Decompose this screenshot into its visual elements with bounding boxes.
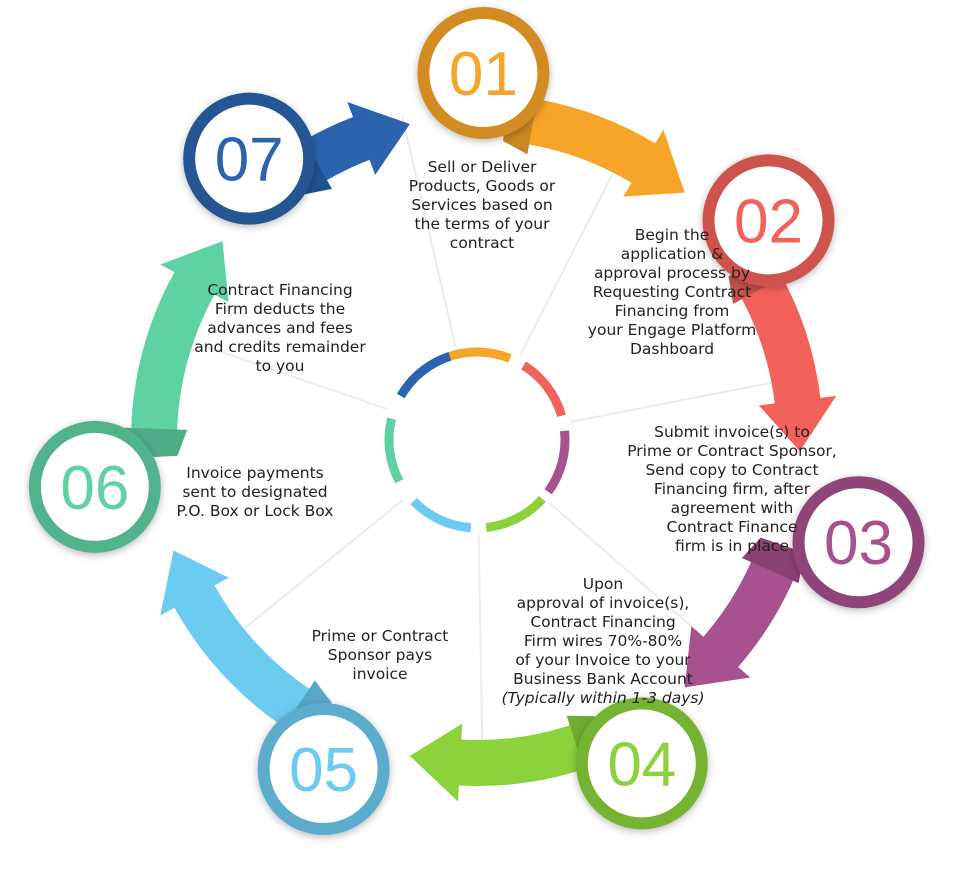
ring-segment-04 (485, 495, 546, 532)
ring-segment-06 (384, 417, 404, 484)
step-badge-02: 02 (702, 154, 835, 287)
step-number-07: 07 (215, 126, 284, 195)
step-05-text: Prime or Contract Sponsor pays invoice (311, 627, 449, 683)
step-03-text: Submit invoice(s) to Prime or Contract Sp… (627, 423, 837, 555)
step-badge-05: 05 (257, 702, 390, 835)
step-badge-03: 03 (792, 476, 925, 609)
ring-segment-03 (544, 430, 570, 495)
ribbon-arrow-01 (503, 95, 685, 197)
ribbon-arrow-05 (160, 550, 332, 743)
ring-segment-07 (396, 352, 452, 399)
step-number-04: 04 (607, 730, 676, 799)
step-number-01: 01 (449, 40, 518, 109)
ring-segment-05 (410, 497, 472, 533)
ring-segment-01 (445, 347, 512, 363)
step-number-05: 05 (289, 736, 358, 805)
ribbon-arrow-03 (684, 537, 805, 688)
step-06-text: Invoice payments sent to designated P.O. B… (176, 464, 334, 520)
step-04-text: Upon approval of invoice(s), Contract Fina… (493, 575, 713, 708)
step-01-text: Sell or Deliver Products, Goods or Service… (408, 158, 556, 252)
step-badge-06: 06 (28, 420, 161, 553)
step-number-06: 06 (60, 454, 129, 523)
ring-segment-02 (521, 361, 566, 418)
step-number-03: 03 (824, 509, 893, 578)
ribbon-arrow-02 (728, 251, 837, 452)
wedge-dividers (164, 118, 802, 770)
ribbon-arrow-04 (409, 716, 613, 802)
ribbon-arrow-06 (131, 241, 229, 459)
step-07-text: Contract Financing Firm deducts the advanc… (194, 281, 366, 375)
step-badges: 01 02 03 04 05 06 07 (28, 7, 925, 835)
step-badge-01: 01 (417, 7, 550, 140)
step-number-02: 02 (734, 187, 803, 256)
step-badge-07: 07 (183, 92, 316, 225)
step-02-text: Begin the application & approval process b… (587, 226, 757, 358)
step-badge-04: 04 (575, 697, 708, 830)
step-04-note: (Typically within 1-3 days) (501, 689, 705, 707)
inner-ring (384, 347, 570, 533)
